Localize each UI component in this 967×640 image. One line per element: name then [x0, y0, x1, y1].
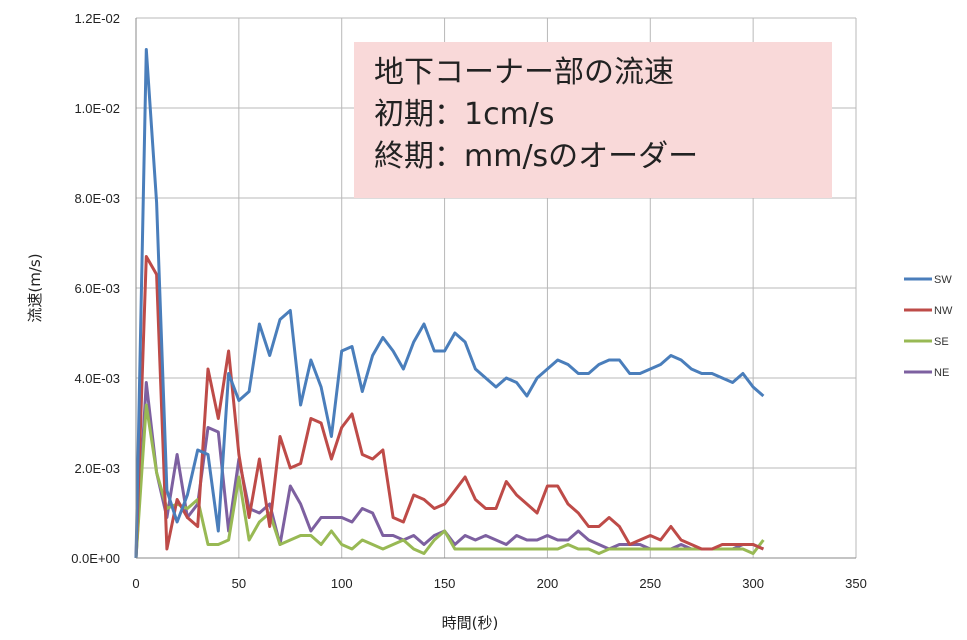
annotation-box: 地下コーナー部の流速 初期：1cm/s 終期：mm/sのオーダー: [354, 42, 832, 198]
y-tick-label: 1.2E-02: [74, 11, 120, 26]
y-tick-label: 8.0E-03: [74, 191, 120, 206]
legend-label-ne: NE: [934, 367, 949, 379]
y-tick-label: 2.0E-03: [74, 461, 120, 476]
annotation-line-1: 地下コーナー部の流速: [374, 55, 674, 90]
axes: [135, 18, 856, 559]
x-tick-label: 150: [434, 576, 456, 591]
y-tick-label: 0.0E+00: [71, 551, 120, 566]
x-tick-label: 350: [845, 576, 867, 591]
x-tick-label: 100: [331, 576, 353, 591]
x-tick-label: 200: [537, 576, 559, 591]
legend-label-sw: SW: [934, 274, 952, 286]
series-line-se: [134, 403, 765, 559]
series-line-sw: [134, 48, 765, 559]
x-tick-label: 300: [742, 576, 764, 591]
y-axis-title: 流速(m/s): [26, 253, 44, 322]
y-tick-label: 6.0E-03: [74, 281, 120, 296]
x-tick-label: 250: [639, 576, 661, 591]
legend: SW NW SE NE: [904, 274, 953, 379]
x-axis-title: 時間(秒): [442, 614, 499, 632]
legend-label-se: SE: [934, 336, 949, 348]
x-tick-labels: 0 50 100 150 200 250 300 350: [132, 576, 866, 591]
x-tick-label: 0: [132, 576, 139, 591]
annotation-line-3: 終期：mm/sのオーダー: [374, 139, 699, 174]
x-tick-label: 50: [232, 576, 246, 591]
y-tick-label: 4.0E-03: [74, 371, 120, 386]
y-tick-labels: 0.0E+00 2.0E-03 4.0E-03 6.0E-03 8.0E-03 1.0E-…: [71, 11, 120, 566]
legend-label-nw: NW: [934, 305, 953, 317]
annotation-line-2: 初期：1cm/s: [374, 97, 555, 132]
series-line-nw: [134, 255, 765, 559]
series-lines: [134, 48, 765, 559]
y-tick-label: 1.0E-02: [74, 101, 120, 116]
